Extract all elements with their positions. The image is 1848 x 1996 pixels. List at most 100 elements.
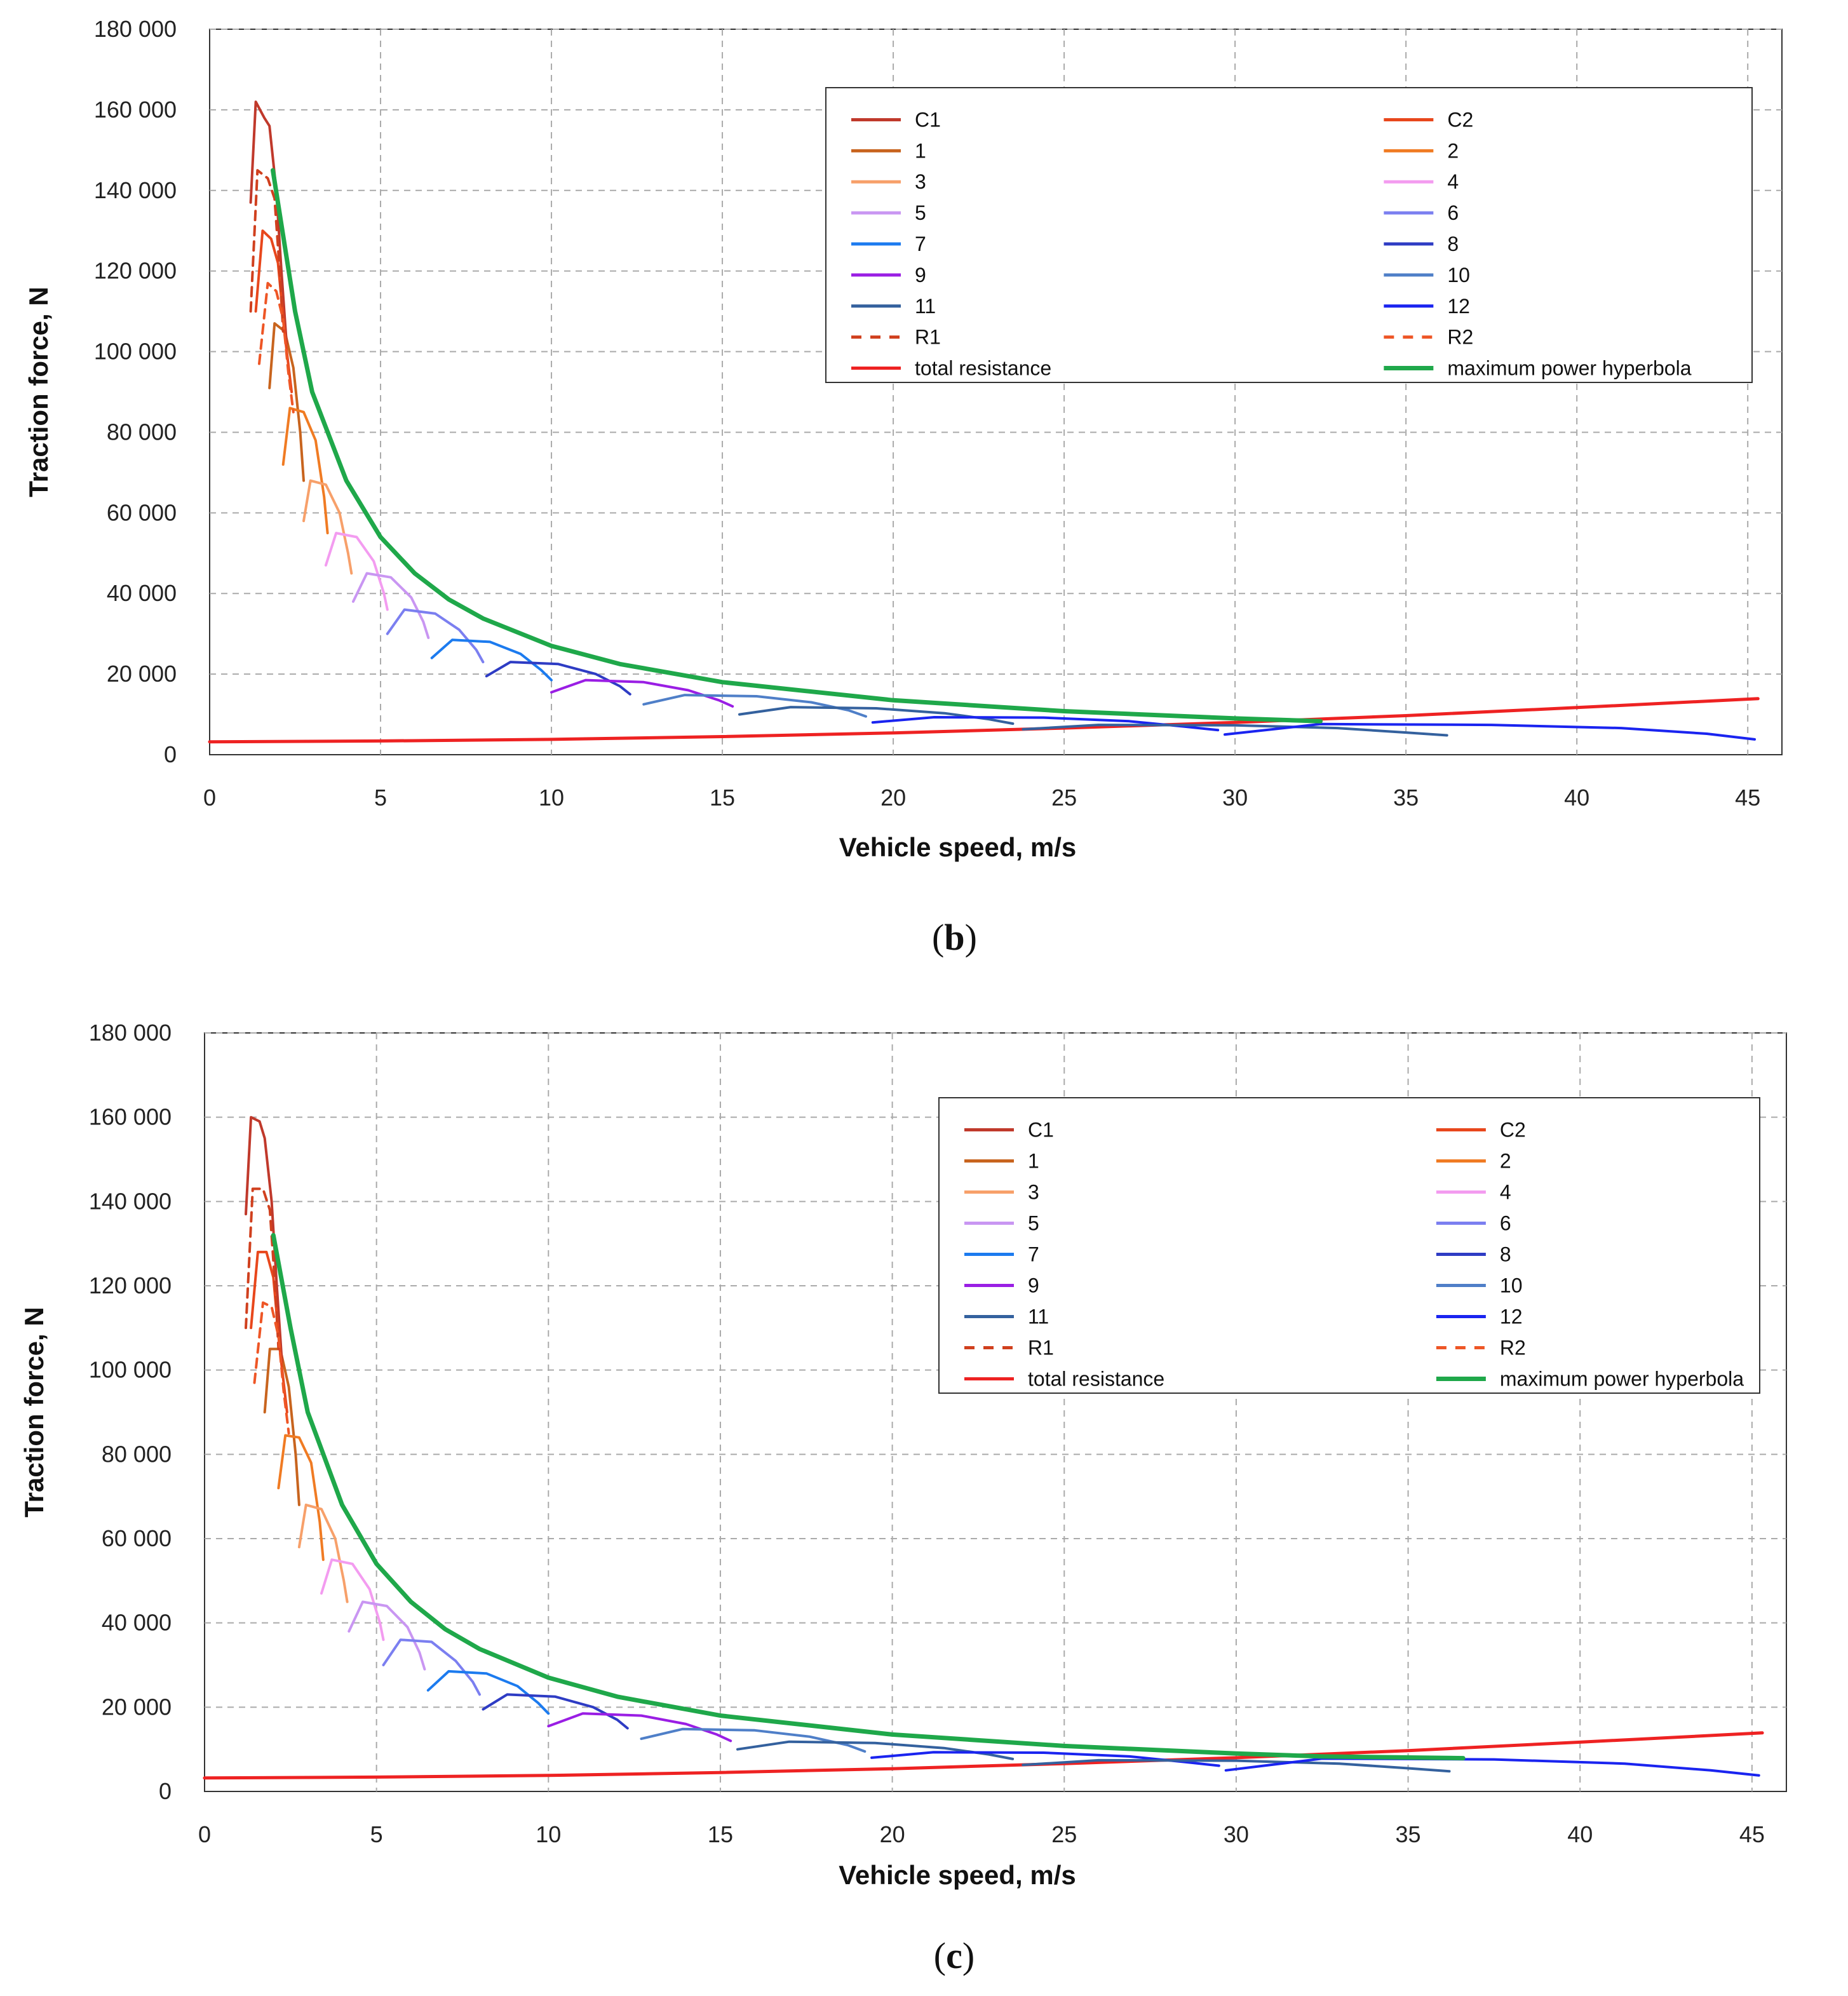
series-line-g8 (482, 1693, 629, 1730)
legend-item: 3 (851, 170, 926, 193)
legend-label: 10 (1500, 1274, 1523, 1297)
x-tick-label: 40 (1564, 785, 1589, 811)
legend-label: 1 (915, 139, 926, 162)
series-line-g6 (386, 608, 485, 664)
legend-label: 5 (1028, 1212, 1039, 1235)
series-line-g10 (642, 694, 867, 718)
y-tick-label: 80 000 (102, 1441, 172, 1467)
y-tick-label: 160 000 (94, 97, 177, 123)
x-tick-label: 5 (370, 1821, 383, 1847)
series-line-g6 (382, 1638, 481, 1696)
legend-item: R2 (1384, 326, 1473, 349)
legend-label: R1 (1028, 1337, 1054, 1359)
y-tick-label: 160 000 (89, 1104, 172, 1130)
panel-caption: (c) (934, 1935, 975, 1976)
y-axis: 0 20 000 40 000 60 000 80 000 100 000 120 000 1… (94, 16, 1782, 767)
y-axis-title: Traction force, N (19, 1307, 49, 1517)
x-tick-label: 10 (539, 785, 564, 811)
legend-label: 6 (1500, 1212, 1511, 1235)
legend-item: 8 (1384, 233, 1459, 255)
legend-item: 10 (1384, 264, 1470, 287)
legend-item: 11 (851, 295, 936, 318)
legend-label: 4 (1500, 1181, 1511, 1204)
series-line-g3 (302, 479, 353, 575)
y-tick-label: 120 000 (94, 258, 177, 284)
legend-label: C2 (1500, 1119, 1526, 1142)
legend-label: 6 (1447, 201, 1459, 224)
x-tick-label: 15 (710, 785, 735, 811)
legend-label: 11 (1028, 1305, 1049, 1328)
x-tick-label: 25 (1051, 1821, 1077, 1847)
legend-label: C1 (1028, 1119, 1054, 1142)
x-tick-label: 0 (203, 785, 216, 811)
series-line-g12b (1224, 722, 1756, 741)
series-line-g9 (550, 678, 734, 708)
legend-label: 2 (1500, 1150, 1511, 1173)
legend-item: 1 (964, 1150, 1039, 1173)
series-group (203, 1116, 1764, 1780)
legend-label: 9 (915, 264, 926, 287)
x-tick-label: 35 (1393, 785, 1419, 811)
legend-label: maximum power hyperbola (1447, 357, 1691, 380)
x-axis: 0 5 10 15 20 25 30 35 40 45 (203, 29, 1760, 811)
x-tick-label: 30 (1222, 785, 1248, 811)
series-line-R1 (245, 1187, 280, 1351)
legend-label: 8 (1500, 1243, 1511, 1266)
series-line-g4 (320, 1558, 385, 1642)
legend-item: 6 (1384, 201, 1459, 224)
series-line-g7 (430, 638, 553, 682)
series-line-hyperbola (271, 1232, 1466, 1761)
y-tick-label: 180 000 (94, 16, 177, 42)
series-line-g3 (297, 1503, 349, 1603)
legend-item: 1 (851, 139, 926, 162)
legend-label: 12 (1447, 295, 1470, 318)
legend-label: 8 (1447, 233, 1459, 255)
legend-item: 3 (964, 1181, 1039, 1204)
series-line-g5 (347, 1600, 426, 1671)
series-line-g1 (263, 1347, 300, 1506)
x-tick-label: 40 (1567, 1821, 1593, 1847)
legend-item: 5 (964, 1212, 1039, 1235)
y-tick-label: 20 000 (102, 1694, 172, 1720)
series-line-g12b (1224, 1757, 1760, 1777)
legend-item: C1 (851, 108, 941, 131)
legend-item: 8 (1436, 1243, 1511, 1266)
series-line-g12 (871, 716, 1220, 732)
legend-item: 9 (964, 1274, 1039, 1297)
series-line-hyperbola (271, 168, 1323, 724)
legend-label: 9 (1028, 1274, 1039, 1297)
y-tick-label: 80 000 (107, 419, 177, 445)
series-line-R2 (253, 1301, 290, 1435)
panel-caption-letter: b (944, 917, 964, 958)
legend-label: R1 (915, 326, 941, 349)
legend-box (825, 87, 1753, 383)
x-tick-label: 5 (374, 785, 387, 811)
legend-item: 4 (1436, 1181, 1511, 1204)
legend-item: total resistance (964, 1368, 1164, 1391)
y-tick-label: 0 (164, 741, 177, 767)
legend-item: 5 (851, 201, 926, 224)
legend-item: 12 (1436, 1305, 1522, 1328)
y-tick-label: 100 000 (94, 339, 177, 365)
legend-label: 7 (915, 233, 926, 255)
legend-item: C2 (1384, 108, 1473, 131)
series-line-g7 (426, 1669, 550, 1715)
y-tick-label: 100 000 (89, 1357, 172, 1383)
series-line-g11 (736, 1740, 1015, 1760)
legend-box (938, 1097, 1760, 1394)
legend-label: 1 (1028, 1150, 1039, 1173)
legend-item: 4 (1384, 170, 1459, 193)
x-tick-label: 0 (198, 1821, 211, 1847)
y-tick-label: 180 000 (89, 1020, 172, 1046)
x-tick-label: 10 (536, 1821, 561, 1847)
series-line-g11 (738, 706, 1015, 725)
series-line-g4 (324, 532, 389, 611)
legend-label: C2 (1447, 108, 1473, 131)
legend-label: total resistance (915, 357, 1051, 380)
legend-label: 7 (1028, 1243, 1039, 1266)
